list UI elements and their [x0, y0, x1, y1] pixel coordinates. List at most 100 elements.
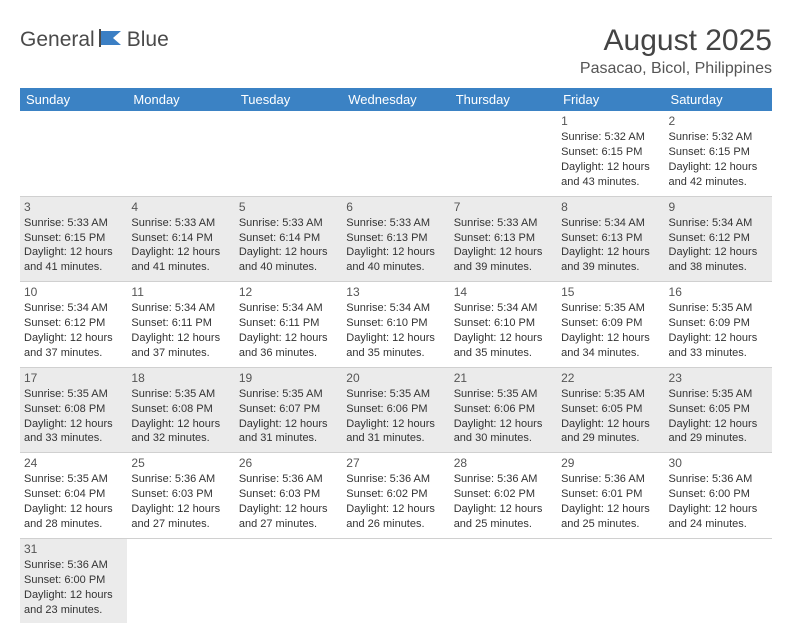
- day-number: 15: [561, 284, 660, 300]
- calendar-day-cell: 21Sunrise: 5:35 AMSunset: 6:06 PMDayligh…: [450, 367, 557, 453]
- sunset-text: Sunset: 6:12 PM: [24, 316, 123, 331]
- day-number: 1: [561, 113, 660, 129]
- day-number: 5: [239, 199, 338, 215]
- daylight-text: Daylight: 12 hours and 34 minutes.: [561, 331, 660, 361]
- day-number: 8: [561, 199, 660, 215]
- calendar-day-cell: 23Sunrise: 5:35 AMSunset: 6:05 PMDayligh…: [665, 367, 772, 453]
- calendar-day-cell: 26Sunrise: 5:36 AMSunset: 6:03 PMDayligh…: [235, 453, 342, 539]
- calendar-day-cell: 8Sunrise: 5:34 AMSunset: 6:13 PMDaylight…: [557, 196, 664, 282]
- logo-text-1: General: [20, 28, 95, 52]
- daylight-text: Daylight: 12 hours and 37 minutes.: [131, 331, 230, 361]
- daylight-text: Daylight: 12 hours and 35 minutes.: [346, 331, 445, 361]
- weekday-header: Saturday: [665, 88, 772, 111]
- calendar-day-cell: 25Sunrise: 5:36 AMSunset: 6:03 PMDayligh…: [127, 453, 234, 539]
- daylight-text: Daylight: 12 hours and 29 minutes.: [561, 417, 660, 447]
- sunset-text: Sunset: 6:05 PM: [561, 402, 660, 417]
- sunrise-text: Sunrise: 5:33 AM: [239, 216, 338, 231]
- day-number: 28: [454, 455, 553, 471]
- calendar-day-cell: [127, 111, 234, 196]
- page-title: August 2025: [580, 24, 772, 58]
- day-number: 22: [561, 370, 660, 386]
- calendar-day-cell: 29Sunrise: 5:36 AMSunset: 6:01 PMDayligh…: [557, 453, 664, 539]
- calendar-day-cell: 9Sunrise: 5:34 AMSunset: 6:12 PMDaylight…: [665, 196, 772, 282]
- sunset-text: Sunset: 6:14 PM: [239, 231, 338, 246]
- daylight-text: Daylight: 12 hours and 25 minutes.: [454, 502, 553, 532]
- sunset-text: Sunset: 6:08 PM: [131, 402, 230, 417]
- header: General Blue August 2025 Pasacao, Bicol,…: [20, 24, 772, 78]
- sunset-text: Sunset: 6:13 PM: [561, 231, 660, 246]
- sunset-text: Sunset: 6:01 PM: [561, 487, 660, 502]
- daylight-text: Daylight: 12 hours and 31 minutes.: [239, 417, 338, 447]
- calendar-day-cell: 2Sunrise: 5:32 AMSunset: 6:15 PMDaylight…: [665, 111, 772, 196]
- day-number: 30: [669, 455, 768, 471]
- calendar-day-cell: 30Sunrise: 5:36 AMSunset: 6:00 PMDayligh…: [665, 453, 772, 539]
- sunset-text: Sunset: 6:08 PM: [24, 402, 123, 417]
- daylight-text: Daylight: 12 hours and 38 minutes.: [669, 245, 768, 275]
- sunset-text: Sunset: 6:11 PM: [239, 316, 338, 331]
- day-number: 27: [346, 455, 445, 471]
- sunset-text: Sunset: 6:02 PM: [346, 487, 445, 502]
- day-number: 29: [561, 455, 660, 471]
- sunrise-text: Sunrise: 5:34 AM: [346, 301, 445, 316]
- daylight-text: Daylight: 12 hours and 27 minutes.: [131, 502, 230, 532]
- calendar-table: Sunday Monday Tuesday Wednesday Thursday…: [20, 88, 772, 623]
- weekday-header: Thursday: [450, 88, 557, 111]
- sunrise-text: Sunrise: 5:35 AM: [24, 472, 123, 487]
- daylight-text: Daylight: 12 hours and 41 minutes.: [24, 245, 123, 275]
- calendar-week-row: 3Sunrise: 5:33 AMSunset: 6:15 PMDaylight…: [20, 196, 772, 282]
- calendar-day-cell: 22Sunrise: 5:35 AMSunset: 6:05 PMDayligh…: [557, 367, 664, 453]
- sunset-text: Sunset: 6:15 PM: [669, 145, 768, 160]
- calendar-day-cell: 24Sunrise: 5:35 AMSunset: 6:04 PMDayligh…: [20, 453, 127, 539]
- calendar-day-cell: 4Sunrise: 5:33 AMSunset: 6:14 PMDaylight…: [127, 196, 234, 282]
- calendar-day-cell: 20Sunrise: 5:35 AMSunset: 6:06 PMDayligh…: [342, 367, 449, 453]
- sunrise-text: Sunrise: 5:35 AM: [669, 387, 768, 402]
- sunrise-text: Sunrise: 5:35 AM: [239, 387, 338, 402]
- sunrise-text: Sunrise: 5:32 AM: [561, 130, 660, 145]
- calendar-day-cell: 31Sunrise: 5:36 AMSunset: 6:00 PMDayligh…: [20, 538, 127, 623]
- day-number: 12: [239, 284, 338, 300]
- calendar-day-cell: 27Sunrise: 5:36 AMSunset: 6:02 PMDayligh…: [342, 453, 449, 539]
- sunset-text: Sunset: 6:07 PM: [239, 402, 338, 417]
- calendar-day-cell: [450, 111, 557, 196]
- daylight-text: Daylight: 12 hours and 30 minutes.: [454, 417, 553, 447]
- weekday-header: Tuesday: [235, 88, 342, 111]
- day-number: 18: [131, 370, 230, 386]
- flag-icon: [99, 29, 123, 52]
- sunset-text: Sunset: 6:05 PM: [669, 402, 768, 417]
- daylight-text: Daylight: 12 hours and 37 minutes.: [24, 331, 123, 361]
- daylight-text: Daylight: 12 hours and 23 minutes.: [24, 588, 123, 618]
- logo: General Blue: [20, 24, 169, 52]
- sunrise-text: Sunrise: 5:36 AM: [239, 472, 338, 487]
- day-number: 21: [454, 370, 553, 386]
- sunset-text: Sunset: 6:14 PM: [131, 231, 230, 246]
- day-number: 6: [346, 199, 445, 215]
- daylight-text: Daylight: 12 hours and 36 minutes.: [239, 331, 338, 361]
- sunset-text: Sunset: 6:15 PM: [561, 145, 660, 160]
- day-number: 25: [131, 455, 230, 471]
- sunrise-text: Sunrise: 5:35 AM: [669, 301, 768, 316]
- calendar-week-row: 10Sunrise: 5:34 AMSunset: 6:12 PMDayligh…: [20, 282, 772, 368]
- sunrise-text: Sunrise: 5:35 AM: [561, 301, 660, 316]
- weekday-header: Wednesday: [342, 88, 449, 111]
- calendar-day-cell: 16Sunrise: 5:35 AMSunset: 6:09 PMDayligh…: [665, 282, 772, 368]
- calendar-day-cell: [557, 538, 664, 623]
- sunrise-text: Sunrise: 5:34 AM: [561, 216, 660, 231]
- sunset-text: Sunset: 6:13 PM: [346, 231, 445, 246]
- calendar-day-cell: 18Sunrise: 5:35 AMSunset: 6:08 PMDayligh…: [127, 367, 234, 453]
- title-block: August 2025 Pasacao, Bicol, Philippines: [580, 24, 772, 78]
- day-number: 16: [669, 284, 768, 300]
- day-number: 19: [239, 370, 338, 386]
- daylight-text: Daylight: 12 hours and 40 minutes.: [239, 245, 338, 275]
- calendar-day-cell: 5Sunrise: 5:33 AMSunset: 6:14 PMDaylight…: [235, 196, 342, 282]
- day-number: 4: [131, 199, 230, 215]
- sunset-text: Sunset: 6:15 PM: [24, 231, 123, 246]
- sunset-text: Sunset: 6:00 PM: [24, 573, 123, 588]
- calendar-week-row: 31Sunrise: 5:36 AMSunset: 6:00 PMDayligh…: [20, 538, 772, 623]
- sunrise-text: Sunrise: 5:36 AM: [24, 558, 123, 573]
- daylight-text: Daylight: 12 hours and 27 minutes.: [239, 502, 338, 532]
- calendar-day-cell: [450, 538, 557, 623]
- sunset-text: Sunset: 6:04 PM: [24, 487, 123, 502]
- sunrise-text: Sunrise: 5:33 AM: [454, 216, 553, 231]
- sunrise-text: Sunrise: 5:35 AM: [454, 387, 553, 402]
- calendar-week-row: 24Sunrise: 5:35 AMSunset: 6:04 PMDayligh…: [20, 453, 772, 539]
